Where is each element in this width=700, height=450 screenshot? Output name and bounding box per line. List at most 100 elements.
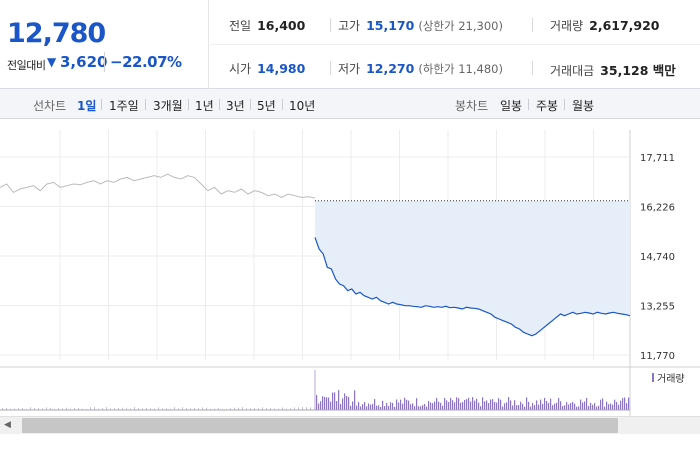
volume-bar	[584, 401, 586, 410]
stat-high: 고가 15,170 (상한가 21,300)	[338, 17, 503, 34]
volume-bar	[498, 398, 500, 410]
volume-bar	[134, 407, 135, 410]
tab-5y[interactable]: 5년	[257, 99, 276, 113]
volume-bar	[246, 408, 247, 410]
volume-bar	[78, 408, 79, 410]
volume-bar	[606, 401, 608, 410]
volume-bar	[542, 403, 544, 410]
volume-bar	[62, 408, 63, 410]
volume-bar	[98, 408, 99, 410]
volume-bar	[570, 402, 572, 410]
change-value: 3,620	[60, 53, 108, 71]
volume-bar	[352, 401, 354, 410]
series-today-fill	[315, 200, 630, 336]
volume-bar	[458, 398, 460, 410]
volume-bar	[54, 408, 55, 410]
volume-bar	[564, 405, 566, 410]
series-prev-day	[0, 173, 316, 199]
volume-bar	[138, 408, 139, 410]
volume-bar	[298, 407, 299, 410]
volume-bar	[306, 407, 307, 410]
volume-bar	[446, 400, 448, 410]
quote-summary: 12,780 전일대비 ▼ 3,620 −22.07% 전일 16,400 고가 1…	[0, 0, 700, 89]
volume-bar	[576, 406, 578, 410]
volume-bar	[310, 407, 311, 410]
volume-bar	[370, 404, 372, 410]
volume-bar	[376, 405, 378, 410]
scroll-left-icon[interactable]: ◀	[4, 420, 11, 430]
volume-bar	[110, 408, 111, 410]
volume-bar	[384, 406, 386, 410]
volume-bar	[486, 400, 488, 410]
volume-bar	[414, 406, 416, 410]
volume-bar	[378, 405, 380, 410]
tab-daily-candle[interactable]: 일봉	[500, 99, 523, 113]
tab-3y[interactable]: 3년	[226, 99, 245, 113]
volume-bar	[572, 401, 574, 410]
price-chart[interactable]: 17,711 16,226 14,740 13,255 11,770 거래량	[0, 120, 700, 416]
volume-bar	[398, 402, 400, 410]
divider	[104, 52, 105, 72]
tab-1w[interactable]: 1주일	[109, 99, 139, 113]
tab-1d[interactable]: 1일	[77, 99, 97, 113]
volume-bar	[540, 399, 542, 410]
volume-bar	[364, 402, 366, 410]
volume-bar	[484, 401, 486, 410]
volume-bar	[250, 408, 251, 410]
volume-bar	[418, 406, 420, 410]
volume-bar	[462, 402, 464, 410]
volume-bar	[596, 406, 598, 410]
volume-bar	[270, 408, 271, 410]
volume-bar	[338, 390, 340, 410]
volume-bar	[448, 402, 450, 410]
volume-bar	[242, 407, 243, 410]
volume-bar	[198, 408, 199, 410]
volume-bar	[614, 399, 616, 410]
volume-bar	[266, 408, 267, 410]
volume-bar	[408, 400, 410, 410]
volume-bar	[450, 397, 452, 410]
volume-bar	[520, 401, 522, 410]
tab-weekly-candle[interactable]: 주봉	[536, 99, 559, 113]
volume-bar	[594, 403, 596, 410]
prev-close-value: 16,400	[257, 18, 306, 33]
volume-bar	[206, 407, 207, 410]
volume-legend-label: 거래량	[657, 373, 685, 385]
volume-bar	[154, 408, 155, 410]
volume-bar	[620, 400, 622, 410]
stat-low: 저가 12,270 (하한가 11,480)	[338, 60, 503, 77]
divider	[532, 18, 533, 32]
volume-bar	[392, 402, 394, 410]
tab-3m[interactable]: 3개월	[153, 99, 183, 113]
candle-chart-label: 봉차트	[455, 99, 489, 113]
volume-bar	[532, 403, 534, 410]
volume-bar	[58, 408, 59, 410]
volume-bar	[86, 408, 87, 410]
volume-bar	[494, 401, 496, 410]
volume-bar	[366, 406, 368, 410]
volume-bar	[142, 408, 143, 410]
volume-bar	[426, 406, 428, 410]
volume-bar	[550, 398, 552, 410]
scroll-thumb[interactable]	[22, 418, 618, 433]
volume-bar	[626, 403, 628, 410]
volume-bar	[472, 397, 474, 410]
volume-bar	[314, 407, 315, 410]
volume-bar	[544, 397, 546, 410]
tab-10y[interactable]: 10년	[289, 99, 316, 113]
volume-bar	[46, 407, 47, 410]
volume-bar	[348, 397, 350, 410]
volume-bar	[202, 407, 203, 410]
tab-monthly-candle[interactable]: 월봉	[572, 99, 595, 113]
volume-bar	[410, 404, 412, 410]
volume-bar	[226, 408, 227, 410]
volume-bar	[580, 399, 582, 410]
stat-open: 시가 14,980	[229, 60, 305, 77]
volume-bar	[512, 405, 514, 410]
volume-bar	[324, 396, 326, 410]
volume-bar	[186, 408, 187, 410]
series-today	[314, 237, 631, 337]
tab-1y[interactable]: 1년	[195, 99, 214, 113]
chart-scrollbar[interactable]: ◀	[0, 416, 700, 434]
volume-bar	[194, 407, 195, 410]
